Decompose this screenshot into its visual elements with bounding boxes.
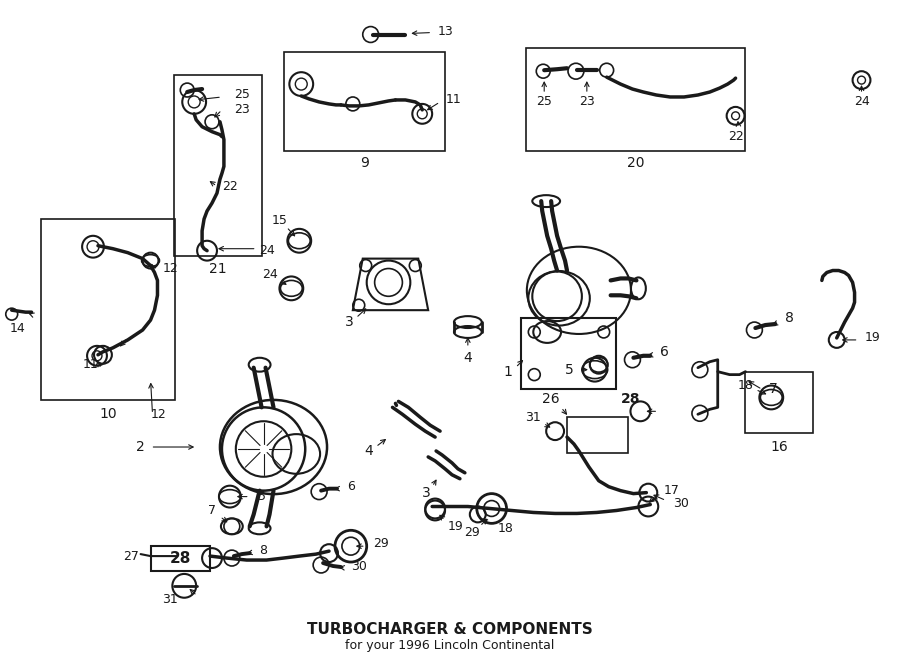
Text: 31: 31 <box>163 593 178 606</box>
Text: 19: 19 <box>448 520 464 533</box>
Text: 11: 11 <box>83 358 99 371</box>
Text: 14: 14 <box>10 321 25 334</box>
Text: 25: 25 <box>536 95 552 108</box>
Text: 5: 5 <box>257 490 266 503</box>
Text: 13: 13 <box>438 25 454 38</box>
Bar <box>150 546 210 571</box>
Text: 16: 16 <box>770 440 788 454</box>
Text: 29: 29 <box>373 537 389 550</box>
Bar <box>284 52 445 151</box>
Bar <box>745 371 813 433</box>
Text: 23: 23 <box>579 95 595 108</box>
Text: for your 1996 Lincoln Continental: for your 1996 Lincoln Continental <box>346 639 554 652</box>
Text: 12: 12 <box>150 408 166 421</box>
Text: 2: 2 <box>136 440 145 454</box>
Text: 5: 5 <box>564 363 573 377</box>
Text: 29: 29 <box>464 525 480 539</box>
Text: 10: 10 <box>99 407 117 421</box>
Text: 9: 9 <box>360 157 369 171</box>
Text: 15: 15 <box>272 214 287 227</box>
Text: 22: 22 <box>222 180 238 193</box>
Text: 28: 28 <box>621 393 640 407</box>
Text: 3: 3 <box>422 486 430 500</box>
Text: 4: 4 <box>364 444 373 458</box>
Text: 6: 6 <box>346 480 355 493</box>
Text: 4: 4 <box>464 351 472 365</box>
Bar <box>41 219 176 401</box>
Text: 26: 26 <box>543 393 560 407</box>
Text: 18: 18 <box>498 522 514 535</box>
Text: 17: 17 <box>663 484 680 497</box>
Text: 24: 24 <box>262 268 277 281</box>
Text: TURBOCHARGER & COMPONENTS: TURBOCHARGER & COMPONENTS <box>307 622 593 637</box>
Bar <box>567 417 628 453</box>
Text: 30: 30 <box>351 559 366 572</box>
Text: 23: 23 <box>234 103 249 116</box>
Text: 24: 24 <box>853 95 869 108</box>
Bar <box>521 318 616 389</box>
Text: 3: 3 <box>345 315 353 329</box>
Text: 31: 31 <box>526 410 541 424</box>
Bar <box>526 48 744 151</box>
Text: 6: 6 <box>661 345 669 359</box>
Text: 24: 24 <box>259 244 275 257</box>
Text: 1: 1 <box>503 365 512 379</box>
Text: 7: 7 <box>770 383 778 397</box>
Text: 28: 28 <box>169 551 191 566</box>
Text: 25: 25 <box>234 89 249 102</box>
Text: 8: 8 <box>785 311 794 325</box>
Text: 11: 11 <box>446 93 462 106</box>
Text: 12: 12 <box>162 262 178 275</box>
Text: 8: 8 <box>259 543 267 557</box>
Text: 27: 27 <box>122 549 139 563</box>
Text: 19: 19 <box>865 331 880 344</box>
Text: 20: 20 <box>626 157 644 171</box>
Bar <box>175 75 262 256</box>
Text: 18: 18 <box>738 379 753 392</box>
Text: 22: 22 <box>727 130 743 143</box>
Text: 21: 21 <box>209 262 227 276</box>
Text: 30: 30 <box>673 497 689 510</box>
Text: 7: 7 <box>208 504 216 517</box>
